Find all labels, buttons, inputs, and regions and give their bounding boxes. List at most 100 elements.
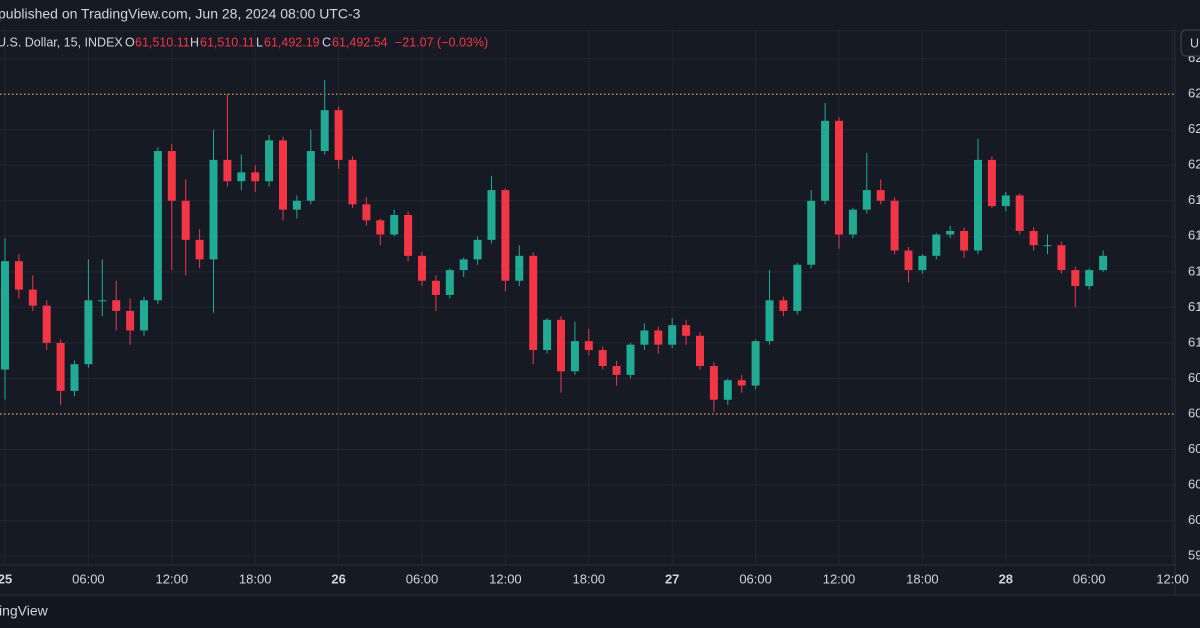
candle-body [418,255,426,281]
candle-body [1015,195,1024,231]
candle-body [598,350,607,367]
candle-body [306,151,315,201]
candle-body [70,364,79,391]
candle-body [140,300,148,331]
candle-body [84,300,93,365]
legend-value: 61,510.11 [200,35,255,49]
candle-body [348,159,357,205]
candle-body [682,325,691,336]
candle-body [320,110,329,152]
candle-body [223,159,232,182]
candle-body [904,250,913,271]
legend-label: H [190,35,199,49]
x-tick-label: 12:00 [489,571,522,586]
candle-body [14,261,23,290]
y-tick-label: 60,200.00 [1188,476,1200,491]
y-tick-label: 60,600.00 [1188,405,1200,420]
legend-label: L [256,35,263,49]
y-tick-label: 62,400.00 [1188,86,1200,101]
candle-body [112,300,121,311]
x-tick-label: 06:00 [72,571,105,586]
candle-body [696,335,704,367]
y-tick-label: 61,800.00 [1188,192,1200,207]
candle-body [390,214,399,235]
candle-body [195,239,204,260]
y-tick-label: 60,800.00 [1188,370,1200,385]
brand: ingView [0,603,49,619]
x-tick-label: 28 [999,571,1013,586]
y-tick-label: 62,200.00 [1188,121,1200,136]
plot-area [0,79,1175,415]
candle-body [237,172,246,182]
y-tick-label: 62,000.00 [1188,157,1200,172]
candle-body [835,120,843,235]
candle-body [584,341,593,351]
legend-label: C [322,35,331,49]
x-tick-label: 25 [0,571,12,586]
toolbar-button[interactable] [1180,29,1200,57]
candle-body [793,264,802,311]
candle-body [932,234,941,256]
footer [0,595,1200,628]
candle-body [654,330,663,345]
candle-body [1099,255,1108,271]
candle-body [445,270,454,295]
candle-body [765,300,774,342]
x-tick-label: 06:00 [406,571,439,586]
axes: 59,800.00 60,000.00 60,200.00 60,400.00 60,6… [0,50,1200,586]
candle-body [987,159,996,207]
candle-body [473,239,482,260]
toolbar-button-label[interactable]: U [1190,36,1199,50]
legend-value: 61,510.11 [135,35,190,49]
y-tick-label: 61,400.00 [1188,263,1200,278]
y-tick-label: 61,000.00 [1188,334,1200,349]
candle-body [529,255,538,351]
x-tick-label: 18:00 [239,571,272,586]
candle-body [668,325,677,345]
candle-body [404,214,413,256]
candle-body [960,230,969,251]
x-tick-label: 18:00 [906,571,939,586]
y-tick-label: 61,600.00 [1188,228,1200,243]
candle-body [876,190,885,201]
candle-body [862,190,871,210]
legend-value: 61,492.19 [264,35,320,49]
x-tick-label: 26 [331,571,345,586]
candle-body [501,190,510,281]
candle-body [570,341,579,372]
candle-body [459,259,468,271]
candle-body [251,172,260,182]
candle-body [974,159,982,251]
x-tick-label: 06:00 [739,571,772,586]
x-tick-label: 06:00 [1073,571,1106,586]
y-tick-label: 61,200.00 [1188,299,1200,314]
header-bar [0,0,1200,30]
candle-body [918,255,927,271]
candle-body [56,342,65,391]
candle-body [737,380,746,386]
x-tick-label: 12:00 [1156,571,1189,586]
candle-body [723,380,732,400]
candle-body [181,200,190,240]
legend-value: 61,492.54 [332,35,388,49]
candle-body [28,289,37,306]
candle-body [487,190,496,240]
candle-body [890,200,899,251]
candle-body [612,366,621,375]
published-line: published on TradingView.com, Jun 28, 20… [0,6,361,22]
candle-body [515,255,524,281]
legend-label: O [125,35,135,49]
candle-body [42,305,51,343]
candle-body [640,330,649,345]
y-tick-label: 60,400.00 [1188,441,1200,456]
x-tick-label: 12:00 [823,571,856,586]
candle-body [946,230,955,235]
candle-body [1,261,9,370]
candle-body [279,140,287,210]
candle-body [362,204,371,221]
symbol: U.S. Dollar, 15, INDEX [0,35,123,49]
y-tick-label: 60,000.00 [1188,512,1200,527]
x-tick-label: 27 [665,571,679,586]
candle-body [848,209,857,235]
